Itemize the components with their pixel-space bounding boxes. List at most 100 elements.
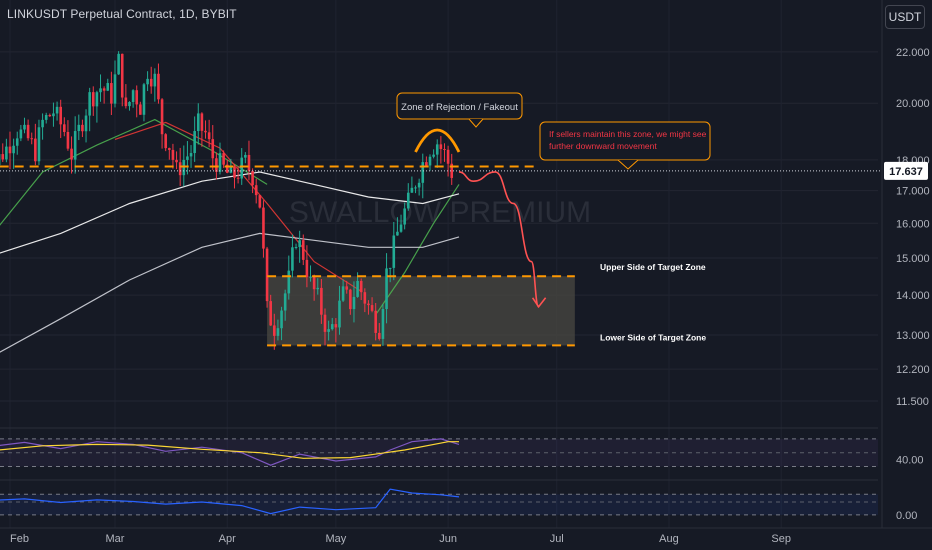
- rejection-callout-pointer: [468, 118, 484, 128]
- candle-body: [323, 314, 327, 332]
- x-tick-label: Jul: [550, 533, 564, 545]
- candles: [0, 51, 454, 350]
- candle-body: [385, 268, 388, 310]
- candle-body: [149, 78, 153, 87]
- projection-path: [458, 171, 540, 308]
- candle-body: [283, 293, 287, 311]
- candle-body: [139, 104, 142, 115]
- candle-body: [160, 99, 164, 135]
- candle-body: [175, 159, 178, 163]
- candle-body: [77, 124, 81, 132]
- candle-body: [124, 97, 128, 107]
- annotations: Zone of Rejection / Fakeout If sellers ma…: [396, 92, 711, 342]
- candle-body: [8, 146, 12, 154]
- candle-body: [378, 332, 381, 339]
- target-zone-layer: [267, 276, 575, 346]
- candle-body: [443, 149, 446, 151]
- target-zone: [267, 276, 575, 346]
- rejection-label: Zone of Rejection / Fakeout: [401, 102, 518, 113]
- candle-body: [381, 309, 385, 339]
- candle-body: [425, 162, 428, 166]
- candle-body: [269, 301, 272, 326]
- rejection-arc: [414, 128, 461, 153]
- candle-body: [403, 208, 406, 225]
- candle-body: [215, 158, 218, 172]
- candle-body: [15, 138, 19, 146]
- last-price-badge: [884, 161, 928, 180]
- candle-body: [34, 138, 37, 162]
- x-tick-label: Apr: [219, 533, 236, 545]
- candle-body: [392, 235, 396, 268]
- candle-body: [157, 73, 160, 100]
- y-tick-label: 14.000: [896, 290, 930, 302]
- y-tick-label: 17.000: [896, 186, 930, 198]
- candle-body: [291, 247, 294, 271]
- sellers-label-line2: further downward movement: [549, 141, 657, 151]
- candle-body: [164, 134, 167, 149]
- candle-body: [396, 231, 399, 236]
- candle-body: [240, 157, 244, 179]
- candle-body: [153, 73, 157, 87]
- candle-body: [120, 53, 124, 98]
- candle-body: [327, 329, 330, 332]
- rsi-pane-series-line: [0, 441, 459, 459]
- candle-body: [73, 131, 77, 160]
- time-axis[interactable]: Feb Mar Apr May Jun Jul Aug Sep: [0, 527, 932, 545]
- candle-body: [294, 247, 298, 249]
- y-tick-label: 12.200: [896, 364, 930, 376]
- grid: [0, 0, 878, 528]
- candle-body: [106, 83, 110, 91]
- candle-body: [63, 124, 66, 132]
- moving-average-line: [0, 171, 460, 254]
- levels: [0, 165, 882, 347]
- candle-body: [1, 154, 5, 160]
- candle-body: [265, 248, 269, 302]
- candle-body: [200, 113, 204, 131]
- y-tick-label: 15.000: [896, 253, 930, 265]
- moving-average-line: [114, 121, 362, 292]
- candle-body: [186, 156, 189, 160]
- x-tick-label: Aug: [659, 533, 679, 545]
- candle-body: [432, 154, 435, 157]
- candle-body: [359, 280, 363, 293]
- candle-body: [334, 324, 338, 328]
- candle-body: [193, 131, 196, 154]
- candle-body: [110, 83, 113, 104]
- candle-body: [48, 114, 52, 117]
- candle-body: [399, 224, 403, 232]
- x-tick-label: Jun: [439, 533, 457, 545]
- candle-body: [320, 287, 323, 315]
- candle-body: [41, 119, 44, 128]
- candle-body: [229, 167, 233, 173]
- candle-body: [218, 153, 222, 172]
- candle-body: [439, 144, 443, 150]
- osc-pane-series-line: [0, 488, 460, 515]
- candle-body: [233, 167, 236, 178]
- candle-body: [305, 259, 309, 278]
- candle-body: [363, 292, 367, 304]
- candle-body: [338, 300, 341, 328]
- candle-body: [258, 195, 262, 208]
- candle-body: [189, 153, 193, 157]
- candle-body: [88, 92, 91, 116]
- price-axis[interactable]: 22.00020.00018.00017.00016.00015.00014.0…: [881, 0, 930, 528]
- candle-body: [171, 149, 175, 160]
- candle-body: [236, 177, 240, 179]
- currency-button[interactable]: USDT: [885, 5, 925, 29]
- candle-body: [410, 187, 414, 193]
- last-price-label: 17.637: [889, 166, 923, 178]
- candle-body: [26, 124, 30, 139]
- x-tick-label: Feb: [10, 533, 29, 545]
- candle-body: [81, 124, 84, 132]
- candle-body: [244, 154, 247, 158]
- candle-body: [262, 207, 265, 249]
- candle-body: [309, 276, 312, 278]
- moving-average-line: [0, 232, 460, 353]
- x-tick-label: May: [325, 533, 346, 545]
- y-tick-label: 16.000: [896, 218, 930, 230]
- candle-body: [55, 106, 59, 114]
- osc-pane-tick-label: 0.00: [896, 510, 917, 522]
- candle-body: [37, 127, 41, 162]
